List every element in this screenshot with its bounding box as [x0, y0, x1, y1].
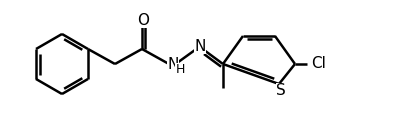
Text: N: N: [194, 40, 206, 55]
Text: H: H: [175, 63, 185, 77]
Text: O: O: [137, 13, 149, 29]
Text: N: N: [167, 57, 179, 72]
Text: Cl: Cl: [312, 56, 326, 72]
Text: S: S: [276, 83, 286, 99]
